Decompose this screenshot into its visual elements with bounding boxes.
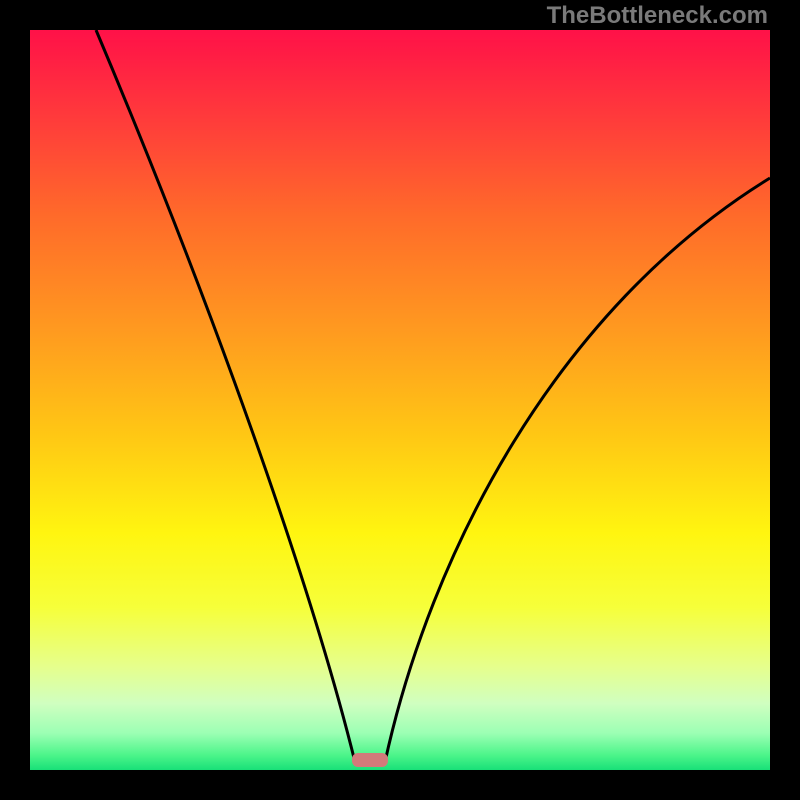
watermark: TheBottleneck.com <box>547 2 768 30</box>
bottleneck-marker <box>352 753 388 767</box>
chart-root: TheBottleneck.com <box>0 0 800 800</box>
plot-area <box>30 30 770 770</box>
